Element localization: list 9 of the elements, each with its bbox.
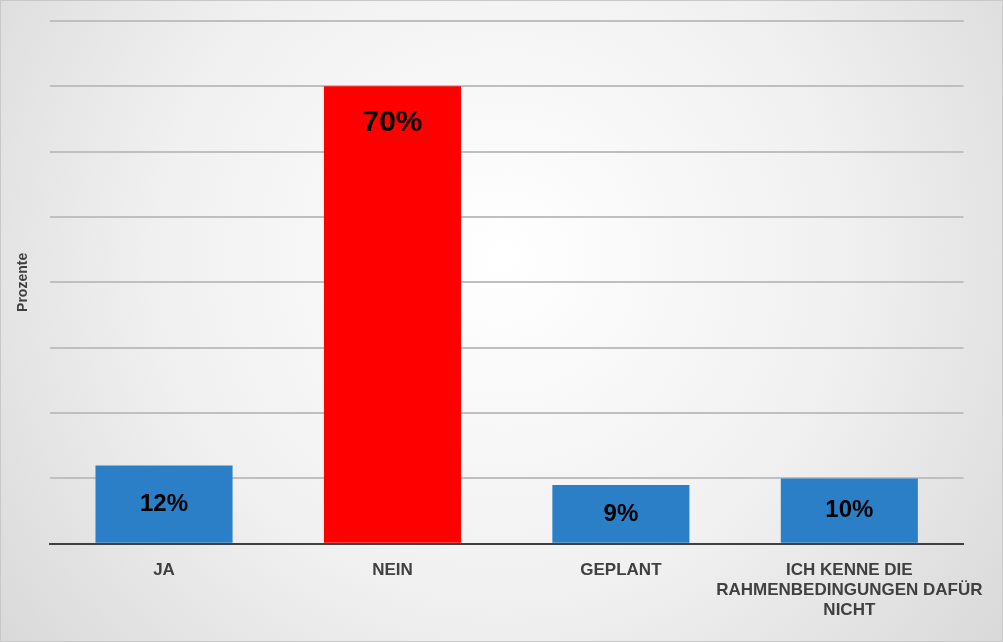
y-axis-title: Prozente: [14, 252, 31, 312]
x-tick-label: ICH KENNE DIE RAHMENBEDINGUNGEN DAFÜR NICHT: [716, 559, 983, 620]
data-label: 10%: [825, 495, 874, 523]
data-label: 70%: [362, 103, 423, 137]
x-tick-label: GEPLANT: [580, 559, 663, 579]
data-label: 9%: [603, 498, 639, 526]
x-tick-label: JA: [153, 559, 175, 579]
x-tick-label: NEIN: [372, 559, 413, 579]
data-label: 12%: [140, 488, 189, 516]
